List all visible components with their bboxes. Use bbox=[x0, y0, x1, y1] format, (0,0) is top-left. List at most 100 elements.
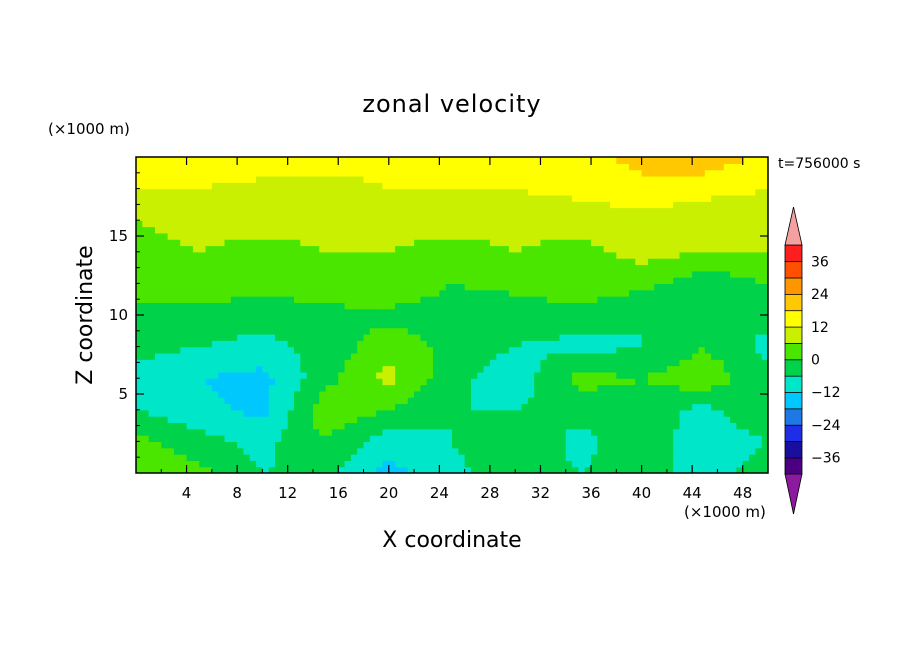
heatmap-cell bbox=[717, 428, 725, 436]
heatmap-cell bbox=[382, 460, 390, 468]
heatmap-cell bbox=[357, 270, 365, 278]
heatmap-cell bbox=[679, 264, 687, 272]
heatmap-cell bbox=[603, 245, 611, 253]
heatmap-cell bbox=[584, 460, 592, 468]
heatmap-cell bbox=[597, 428, 605, 436]
heatmap-cell bbox=[325, 333, 333, 341]
heatmap-cell bbox=[477, 321, 485, 329]
heatmap-cell bbox=[742, 409, 750, 417]
heatmap-cell bbox=[559, 308, 567, 316]
heatmap-cell bbox=[192, 302, 200, 310]
heatmap-cell bbox=[534, 283, 542, 291]
heatmap-cell bbox=[136, 270, 143, 278]
heatmap-cell bbox=[622, 182, 630, 190]
heatmap-cell bbox=[660, 321, 668, 329]
heatmap-cell bbox=[154, 232, 162, 240]
heatmap-cell bbox=[199, 264, 207, 272]
heatmap-cell bbox=[603, 163, 611, 171]
heatmap-cell bbox=[287, 270, 295, 278]
heatmap-cell bbox=[294, 188, 301, 196]
heatmap-cell bbox=[357, 296, 365, 303]
heatmap-cell bbox=[730, 283, 737, 291]
heatmap-cell bbox=[698, 435, 706, 442]
heatmap-cell bbox=[559, 283, 567, 291]
heatmap-cell bbox=[167, 397, 175, 405]
heatmap-cell bbox=[489, 258, 497, 266]
heatmap-cell bbox=[306, 207, 314, 215]
heatmap-cell bbox=[344, 188, 352, 196]
heatmap-cell bbox=[755, 258, 763, 266]
heatmap-cell bbox=[673, 403, 681, 411]
heatmap-cell bbox=[369, 321, 377, 329]
heatmap-cell bbox=[161, 194, 169, 202]
heatmap-cell bbox=[610, 175, 617, 183]
heatmap-cell bbox=[325, 188, 333, 196]
heatmap-cell bbox=[218, 321, 226, 329]
heatmap-cell bbox=[287, 232, 295, 240]
heatmap-cell bbox=[515, 321, 523, 329]
heatmap-cell bbox=[666, 340, 674, 348]
heatmap-cell bbox=[452, 409, 459, 417]
heatmap-cell bbox=[622, 346, 630, 354]
heatmap-cell bbox=[243, 390, 251, 398]
heatmap-cell bbox=[136, 220, 143, 228]
heatmap-cell bbox=[287, 308, 295, 316]
heatmap-cell bbox=[559, 163, 567, 171]
heatmap-cell bbox=[527, 258, 535, 266]
heatmap-cell bbox=[433, 365, 440, 373]
heatmap-cell bbox=[546, 226, 554, 234]
heatmap-cell bbox=[470, 251, 478, 259]
heatmap-cell bbox=[262, 264, 270, 272]
heatmap-cell bbox=[205, 232, 213, 240]
heatmap-cell bbox=[534, 352, 542, 360]
heatmap-cell bbox=[470, 403, 478, 411]
heatmap-cell bbox=[698, 201, 706, 209]
heatmap-cell bbox=[470, 416, 478, 424]
heatmap-cell bbox=[559, 296, 567, 303]
heatmap-cell bbox=[736, 378, 744, 386]
heatmap-cell bbox=[527, 302, 535, 310]
heatmap-cell bbox=[224, 251, 232, 259]
heatmap-cell bbox=[344, 232, 352, 240]
heatmap-cell bbox=[704, 352, 712, 360]
heatmap-cell bbox=[723, 384, 731, 392]
heatmap-cell bbox=[673, 302, 681, 310]
heatmap-cell bbox=[426, 403, 434, 411]
heatmap-cell bbox=[350, 207, 358, 215]
heatmap-cell bbox=[382, 289, 390, 297]
heatmap-cell bbox=[546, 264, 554, 272]
heatmap-cell bbox=[281, 245, 289, 253]
heatmap-cell bbox=[243, 220, 251, 228]
heatmap-cell bbox=[350, 378, 358, 386]
heatmap-cell bbox=[502, 409, 510, 417]
heatmap-cell bbox=[180, 245, 188, 253]
heatmap-cell bbox=[692, 315, 700, 322]
heatmap-cell bbox=[692, 447, 700, 455]
heatmap-cell bbox=[591, 454, 598, 461]
heatmap-cell bbox=[647, 258, 655, 266]
heatmap-cell bbox=[287, 422, 295, 430]
heatmap-cell bbox=[306, 390, 314, 398]
heatmap-cell bbox=[205, 289, 213, 297]
heatmap-cell bbox=[325, 258, 333, 266]
heatmap-cell bbox=[685, 289, 693, 297]
heatmap-cell bbox=[698, 232, 706, 240]
heatmap-cell bbox=[306, 182, 314, 190]
heatmap-cell bbox=[154, 397, 162, 405]
heatmap-cell bbox=[445, 416, 453, 424]
heatmap-cell bbox=[704, 302, 712, 310]
heatmap-cell bbox=[553, 390, 561, 398]
heatmap-cell bbox=[199, 283, 207, 291]
heatmap-cell bbox=[470, 466, 478, 473]
heatmap-cell bbox=[186, 422, 194, 430]
heatmap-cell bbox=[489, 352, 497, 360]
heatmap-cell bbox=[502, 359, 510, 367]
heatmap-cell bbox=[300, 207, 308, 215]
heatmap-cell bbox=[603, 441, 611, 449]
heatmap-cell bbox=[584, 378, 592, 386]
heatmap-cell bbox=[363, 466, 371, 473]
heatmap-cell bbox=[338, 346, 346, 354]
heatmap-cell bbox=[622, 390, 630, 398]
heatmap-cell bbox=[654, 207, 662, 215]
heatmap-cell bbox=[186, 157, 194, 164]
